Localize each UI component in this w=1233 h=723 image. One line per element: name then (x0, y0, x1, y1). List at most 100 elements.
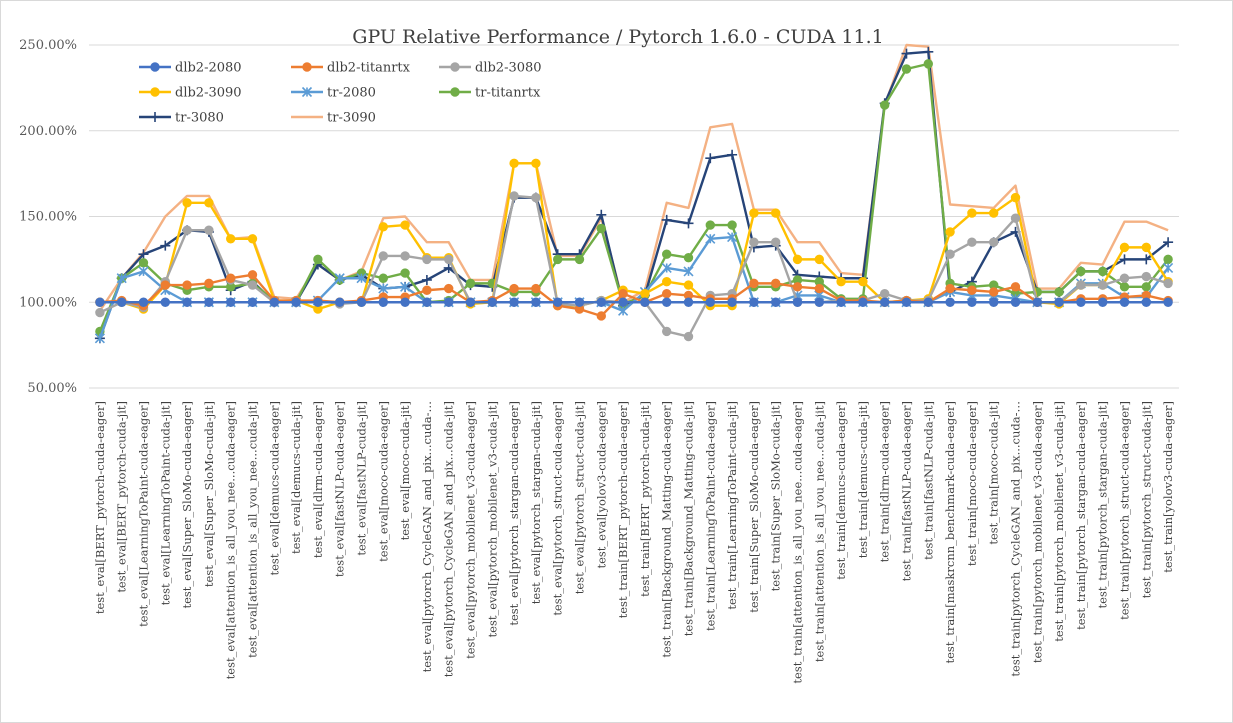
series-tr-3080-point (923, 46, 934, 57)
series-dlb2-2080-point (1098, 297, 1108, 307)
series-dlb2-titanrtx-point (247, 270, 258, 280)
x-tick-label: test_eval[pytorch_mobilenet_v3-cuda-jit] (485, 401, 499, 637)
series-dlb2-3090-point (1141, 242, 1152, 253)
x-tick-label: test_train[pytorch_mobilenet_v3-cuda-jit… (1052, 401, 1066, 642)
series-dlb2-2080-point (901, 297, 912, 307)
legend-dlb2-3090-label: dlb2-3090 (175, 86, 242, 101)
series-tr-2080-point (727, 232, 738, 243)
series-dlb2-2080-point (727, 297, 737, 307)
x-tick-label: test_eval[yolov3-cuda-eager] (594, 401, 608, 569)
series-tr-3090-line (98, 43, 1169, 312)
series-dlb2-3080-point (989, 237, 999, 247)
series-tr-3080-point (596, 209, 607, 220)
series-dlb2-3090-point (814, 254, 824, 265)
series-dlb2-2080-point (444, 297, 454, 307)
legend-tr-2080-label: tr-2080 (327, 86, 376, 101)
series-dlb2-3090-point (683, 280, 694, 290)
series-dlb2-2080-point (247, 297, 258, 307)
series-dlb2-3090-point (967, 208, 977, 218)
series-dlb2-2080 (95, 297, 1173, 307)
x-tick-label: test_train[pytorch_CycleGAN_and_pix...cu… (1009, 401, 1023, 677)
series-dlb2-2080-point (160, 297, 171, 307)
series-dlb2-titanrtx-point (771, 278, 781, 289)
series-tr-3080-point (683, 218, 694, 229)
legend-tr-titanrtx-point (450, 87, 460, 97)
legend-tr-titanrtx: tr-titanrtx (439, 86, 541, 101)
series-dlb2-3090-point (378, 222, 388, 232)
x-tick-label: test_train[demucs-cuda-jit] (856, 401, 870, 558)
series-dlb2-2080-point (771, 297, 781, 307)
series-dlb2-3080 (95, 191, 1173, 342)
series-dlb2-3080-point (1098, 280, 1108, 290)
series-tr-titanrtx-point (1098, 266, 1108, 277)
series-dlb2-2080-point (749, 297, 759, 307)
series-dlb2-2080-point (814, 297, 824, 307)
series-dlb2-2080-point (792, 297, 803, 307)
series-dlb2-2080-point (313, 297, 323, 307)
series-tr-3080-point (1163, 237, 1174, 248)
x-tick-label: test_eval[BERT_pytorch-cuda-jit] (115, 401, 129, 593)
legend-tr-2080: tr-2080 (291, 86, 376, 101)
legend-tr-3090: tr-3090 (291, 111, 376, 126)
series-tr-2080-point (94, 333, 105, 344)
series-dlb2-3090-point (945, 227, 955, 237)
series-dlb2-3090-point (509, 158, 519, 169)
series-tr-titanrtx-point (465, 278, 476, 289)
series-dlb2-2080-point (1119, 297, 1130, 307)
series-dlb2-titanrtx-point (531, 283, 541, 294)
legend-tr-3080-point (150, 112, 160, 122)
legend-dlb2-3080: dlb2-3080 (439, 61, 542, 76)
series-dlb2-2080-point (945, 297, 955, 307)
x-tick-label: test_train[maskrcnn_benchmark-cuda-eager… (943, 401, 957, 663)
series-dlb2-titanrtx-point (618, 288, 628, 299)
series-tr-titanrtx-point (596, 223, 606, 234)
x-tick-label: test_train[LearningToPaint-cuda-jit] (725, 401, 739, 610)
series-dlb2-titanrtx-point (226, 273, 236, 283)
x-tick-label: test_eval[pytorch_stargan-cuda-jit] (529, 401, 543, 604)
series-dlb2-2080-point (422, 297, 432, 307)
series-dlb2-titanrtx-point (749, 278, 759, 289)
legend-dlb2-2080: dlb2-2080 (139, 61, 242, 76)
series-dlb2-2080-point (95, 297, 105, 307)
series-dlb2-3080-point (378, 251, 388, 261)
series-dlb2-3090-point (640, 288, 650, 299)
x-tick-label: test_train[pytorch_struct-cuda-eager] (1118, 401, 1132, 620)
series-dlb2-3080-point (1163, 278, 1173, 289)
x-tick-label: test_train[fastNLP-cuda-jit] (921, 401, 935, 560)
legend: dlb2-2080 dlb2-titanrtx dlb2-3080 dlb2-3090… (139, 61, 542, 126)
series-layer (94, 43, 1174, 344)
series-dlb2-2080-point (226, 297, 236, 307)
series-tr-2080-point (661, 262, 672, 274)
series-dlb2-2080-point (683, 297, 694, 307)
series-dlb2-2080-point (269, 297, 279, 307)
series-dlb2-3080-point (880, 288, 890, 299)
y-tick-label: 200.00% (19, 124, 77, 139)
y-axis-ticks: 50.00% 100.00% 150.00% 200.00% 250.00% (19, 38, 77, 396)
series-dlb2-titanrtx-point (160, 280, 171, 290)
series-tr-3080-point (160, 240, 171, 251)
series-dlb2-2080-point (1076, 297, 1086, 307)
series-tr-titanrtx-point (662, 249, 672, 259)
series-tr-3080-point (661, 214, 672, 225)
series-dlb2-3090-point (182, 198, 192, 208)
series-tr-titanrtx-point (1076, 266, 1086, 277)
series-tr-titanrtx-point (400, 268, 410, 278)
x-tick-label: test_eval[pytorch_stargan-cuda-eager] (507, 401, 521, 626)
legend-dlb2-titanrtx: dlb2-titanrtx (291, 61, 411, 76)
series-tr-titanrtx-point (378, 273, 388, 283)
series-tr-3080-point (421, 274, 432, 285)
x-tick-label: test_train[Background_Matting-cuda-eager… (660, 401, 674, 658)
series-dlb2-titanrtx-point (182, 280, 192, 290)
series-dlb2-2080-point (967, 297, 977, 307)
series-dlb2-3080-point (1141, 271, 1152, 282)
series-tr-3080-point (727, 149, 738, 160)
x-tick-label: test_eval[pytorch_CycleGAN_and_pix...cud… (420, 401, 434, 672)
series-dlb2-3090-point (531, 158, 541, 169)
series-dlb2-3080-point (1119, 273, 1130, 283)
series-tr-titanrtx-point (1141, 282, 1152, 292)
x-tick-label: test_train[yolov3-cuda-eager] (1161, 401, 1175, 573)
series-dlb2-2080-point (989, 297, 999, 307)
series-dlb2-2080-point (531, 297, 541, 307)
series-tr-3080-point (705, 153, 716, 164)
